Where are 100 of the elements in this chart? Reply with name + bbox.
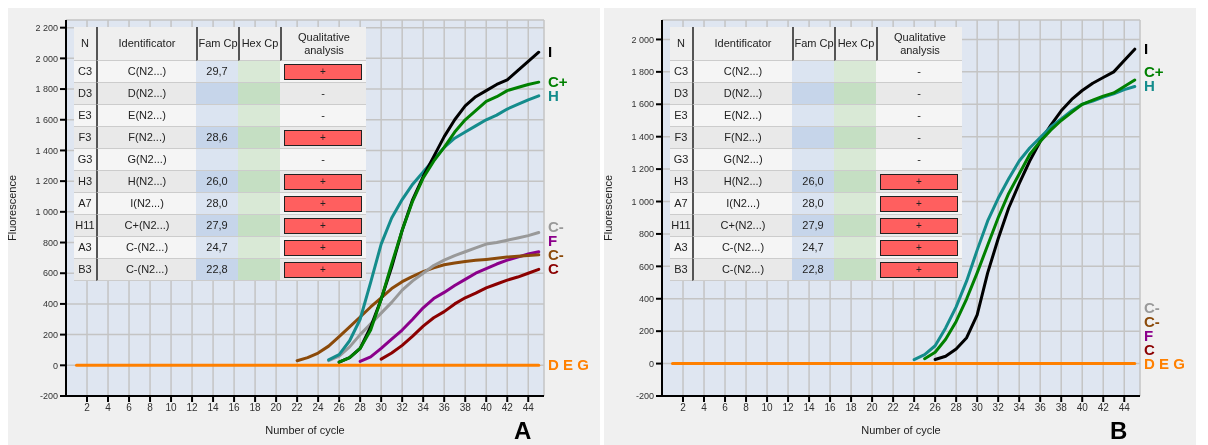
x-tick-label: 28 — [950, 402, 963, 414]
y-tick-label: 200 — [42, 329, 58, 340]
y-tick-label: -200 — [39, 391, 58, 402]
series-label: I — [1144, 40, 1149, 58]
y-tick-label: 1 400 — [35, 145, 58, 156]
annotation: C-(N2...) — [125, 263, 169, 276]
annotation: Qualitative analysis — [893, 30, 947, 57]
x-tick-label: 22 — [291, 402, 304, 414]
y-tick-label: 1 600 — [631, 99, 654, 110]
annotation: F3 — [674, 131, 688, 144]
annotation: + — [284, 239, 362, 256]
x-tick-label: 22 — [887, 402, 900, 414]
annotation: Hex Cp — [241, 37, 279, 50]
y-tick-label: 200 — [638, 326, 654, 337]
x-tick-label: 34 — [1013, 402, 1026, 414]
annotation: + — [880, 217, 958, 234]
annotation: F3 — [78, 131, 92, 144]
annotation: - — [917, 131, 921, 144]
annotation: - — [321, 87, 325, 100]
annotation: 26,0 — [206, 175, 228, 188]
x-tick-label: 20 — [270, 402, 283, 414]
annotation: + — [880, 261, 958, 278]
annotation: - — [321, 109, 325, 122]
annotation: I(N2...) — [726, 197, 760, 210]
series-label: I — [548, 43, 553, 61]
annotation: C+(N2...) — [124, 219, 170, 232]
x-tick-label: 16 — [824, 402, 837, 414]
annotation: C-(N2...) — [721, 263, 765, 276]
x-tick-label: 32 — [992, 402, 1005, 414]
x-tick-label: 28 — [354, 402, 367, 414]
annotation: Identificator — [118, 37, 176, 50]
x-tick-label: 26 — [929, 402, 942, 414]
y-axis-title: Fluorescence — [5, 174, 18, 242]
annotation: D(N2...) — [723, 87, 763, 100]
x-tick-label: 24 — [908, 402, 921, 414]
annotation: C+(N2...) — [720, 219, 766, 232]
x-tick-label: 8 — [147, 402, 154, 414]
annotation: Fam Cp — [794, 37, 834, 50]
y-tick-label: 0 — [52, 360, 58, 371]
y-tick-label: 1 800 — [35, 84, 58, 95]
x-tick-label: 14 — [207, 402, 220, 414]
annotation: + — [880, 195, 958, 212]
x-tick-label: 14 — [803, 402, 816, 414]
x-tick-label: 38 — [1055, 402, 1068, 414]
text: A — [514, 417, 532, 444]
annotation: B3 — [674, 263, 688, 276]
annotation: G3 — [77, 153, 93, 166]
series-label: D E G — [548, 356, 589, 374]
x-tick-label: 34 — [417, 402, 430, 414]
annotation: A7 — [674, 197, 688, 210]
annotation: 28,6 — [206, 131, 228, 144]
y-tick-label: 2 000 — [35, 53, 58, 64]
annotation: H11 — [671, 219, 691, 232]
annotation: 24,7 — [802, 241, 824, 254]
annotation: A3 — [674, 241, 688, 254]
annotation: D3 — [673, 87, 689, 100]
annotation: N — [677, 37, 685, 50]
annotation: 22,8 — [802, 263, 824, 276]
x-tick-label: 12 — [186, 402, 199, 414]
annotation: C(N2...) — [723, 65, 763, 78]
annotation: H11 — [75, 219, 95, 232]
y-tick-label: 800 — [42, 237, 58, 248]
annotation: - — [917, 109, 921, 122]
y-tick-label: 1 000 — [631, 196, 654, 207]
x-tick-label: 42 — [1097, 402, 1110, 414]
annotation: G(N2...) — [723, 153, 763, 166]
series-label: C — [548, 260, 559, 278]
x-tick-label: 18 — [845, 402, 858, 414]
x-tick-label: 18 — [249, 402, 262, 414]
annotation: C3 — [673, 65, 689, 78]
x-tick-label: 20 — [866, 402, 879, 414]
y-tick-label: 1 600 — [35, 114, 58, 125]
x-tick-label: 36 — [1034, 402, 1047, 414]
x-tick-label: 44 — [522, 402, 535, 414]
x-tick-label: 40 — [1076, 402, 1089, 414]
annotation: 29,7 — [206, 65, 228, 78]
x-tick-label: 44 — [1118, 402, 1131, 414]
y-tick-label: 2 000 — [631, 34, 654, 45]
annotation: H(N2...) — [723, 175, 763, 188]
x-tick-label: 32 — [396, 402, 409, 414]
x-tick-label: 10 — [165, 402, 178, 414]
annotation: A7 — [78, 197, 92, 210]
annotation: G3 — [673, 153, 689, 166]
y-tick-label: 1 000 — [35, 207, 58, 218]
annotation: - — [917, 153, 921, 166]
annotation: + — [284, 173, 362, 190]
y-tick-label: 2 200 — [35, 22, 58, 33]
y-tick-label: 400 — [638, 293, 654, 304]
x-tick-label: 26 — [333, 402, 346, 414]
x-tick-label: 38 — [459, 402, 472, 414]
y-tick-label: 1 200 — [631, 164, 654, 175]
annotation: 28,0 — [802, 197, 824, 210]
x-tick-label: 30 — [971, 402, 984, 414]
annotation: H3 — [673, 175, 689, 188]
y-tick-label: 1 800 — [631, 67, 654, 78]
annotation: H(N2...) — [127, 175, 167, 188]
x-tick-label: 16 — [228, 402, 241, 414]
annotation: E(N2...) — [724, 109, 762, 122]
annotation: A3 — [78, 241, 92, 254]
y-tick-label: 0 — [648, 358, 654, 369]
